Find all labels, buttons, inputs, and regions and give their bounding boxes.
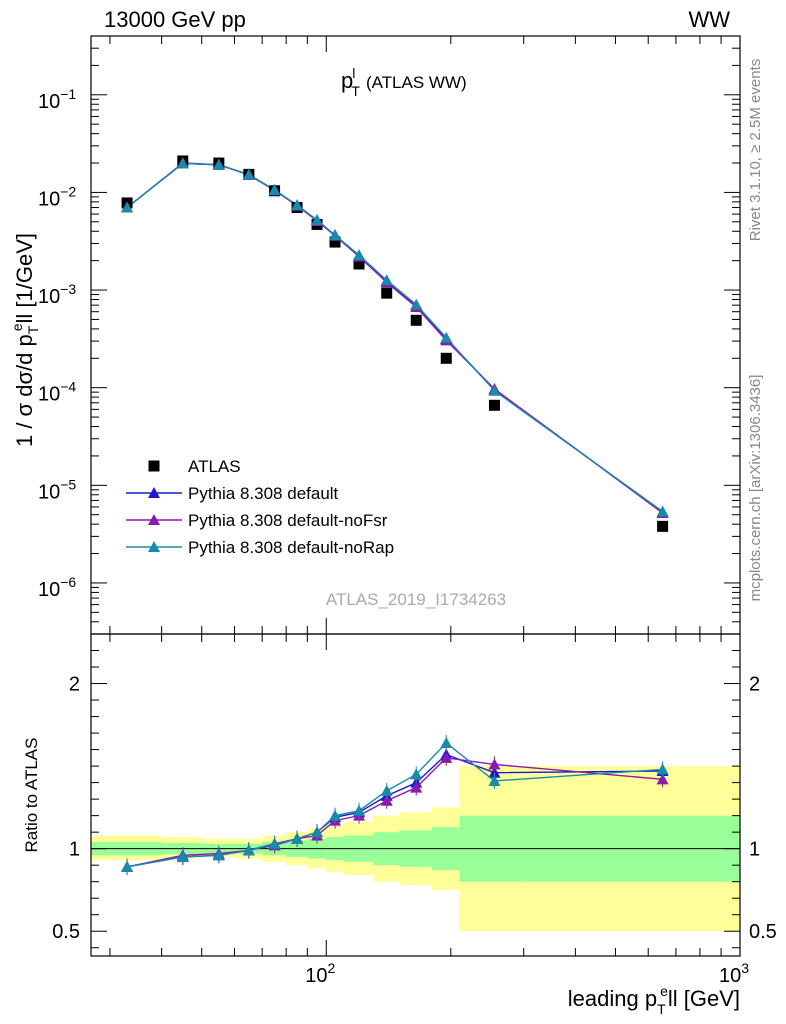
ratio-plot-data <box>121 734 669 875</box>
ratio-series-2-point-6 <box>311 826 324 838</box>
series-3-point-1 <box>176 157 189 169</box>
x-tick-label-0: 102 <box>305 960 335 987</box>
series-3-point-4 <box>268 183 281 195</box>
atlas-point-8 <box>353 258 365 270</box>
x-axis-label: leading pTell [GeV] <box>568 983 740 1017</box>
atlas-point-10 <box>410 314 422 326</box>
series-3-point-0 <box>121 201 134 213</box>
legend-marker-1 <box>148 487 160 498</box>
y-axis-label: 1 / σ dσ/d pTell [1/GeV] <box>9 233 41 447</box>
atlas-point-12 <box>488 399 500 411</box>
ratio-series-1-point-13 <box>656 773 669 785</box>
ratio-series-2-point-3 <box>242 844 255 856</box>
y-tick-label-1: 10−2 <box>38 183 76 210</box>
header-left: 13000 GeV pp <box>104 7 246 32</box>
ratio-ytick-label-left-0: 0.5 <box>52 921 80 943</box>
legend-marker-0 <box>148 460 160 472</box>
ratio-line-2 <box>126 742 663 868</box>
y-tick-label-0: 10−1 <box>38 86 76 113</box>
atlas-point-9 <box>381 287 393 299</box>
y-tick-label-3: 10−4 <box>38 379 76 406</box>
series-3-point-9 <box>380 274 393 286</box>
ratio-series-2-point-10 <box>410 768 423 780</box>
series-3-point-6 <box>311 214 324 226</box>
x-tick-label-1: 103 <box>719 960 749 987</box>
header-right: WW <box>688 7 730 32</box>
series-3-point-8 <box>353 249 366 261</box>
ratio-series-1-point-10 <box>410 781 423 793</box>
legend-label-2: Pythia 8.308 default-noFsr <box>188 511 388 530</box>
atlas-point-13 <box>657 520 669 532</box>
series-3-point-7 <box>329 229 342 241</box>
legend-label-3: Pythia 8.308 default-noRap <box>188 538 394 557</box>
y-tick-label-5: 10−6 <box>38 574 76 601</box>
ratio-series-2-point-9 <box>380 784 393 796</box>
ratio-ytick-label-left-1: 1 <box>69 839 80 861</box>
ratio-series-1-point-11 <box>440 751 453 763</box>
legend-marker-2 <box>148 514 160 525</box>
analysis-watermark: ATLAS_2019_I1734263 <box>326 590 506 609</box>
ratio-series-2-point-8 <box>353 804 366 816</box>
ratio-series-1-point-12 <box>488 758 501 770</box>
ratio-series-2-point-13 <box>656 763 669 775</box>
ratio-series-2-point-2 <box>212 849 225 861</box>
ratio-plot-frame <box>90 633 741 957</box>
series-3-point-5 <box>291 199 304 211</box>
ratio-series-2-point-0 <box>121 860 134 872</box>
legend-label-1: Pythia 8.308 default <box>188 484 339 503</box>
ratio-series-2-point-1 <box>176 850 189 862</box>
legend: ATLAS Pythia 8.308 default Pythia 8.308 de… <box>126 457 394 557</box>
main-plot-data <box>121 155 669 532</box>
atlas-point-7 <box>329 236 341 248</box>
y-tick-label-2: 10−3 <box>38 281 76 308</box>
ratio-series-2-point-11 <box>440 736 453 748</box>
ratio-ytick-label-left-2: 2 <box>69 674 80 696</box>
ratio-series-2-point-4 <box>268 837 281 849</box>
ratio-ytick-label-right-1: 1 <box>749 839 760 861</box>
ratio-series-2-point-5 <box>291 832 304 844</box>
ratio-series-2-point-12 <box>488 774 501 786</box>
axis-ticks: 102 103 10−1 10−2 10−3 10−4 10−5 10−6 0.5 0.5 1 1 2 2 <box>38 35 777 987</box>
series-3-point-3 <box>242 168 255 180</box>
plot-title: pl T (ATLAS WW) <box>341 65 467 99</box>
y-tick-label-4: 10−5 <box>38 476 76 503</box>
series-3-point-10 <box>410 298 423 310</box>
legend-label-0: ATLAS <box>188 457 241 476</box>
ratio-ytick-label-right-2: 2 <box>749 674 760 696</box>
series-3-point-11 <box>440 331 453 343</box>
ratio-series-1-point-9 <box>380 794 393 806</box>
ratio-ytick-label-right-0: 0.5 <box>749 921 777 943</box>
mcplots-label: mcplots.cern.ch [arXiv:1306.3436] <box>747 375 764 602</box>
atlas-point-11 <box>440 352 452 364</box>
series-3-point-13 <box>656 505 669 517</box>
series-3-point-2 <box>212 158 225 170</box>
rivet-label: Rivet 3.1.10, ≥ 2.5M events <box>747 59 764 242</box>
ratio-series-2-point-7 <box>329 809 342 821</box>
legend-marker-3 <box>148 541 160 552</box>
ratio-y-axis-label: Ratio to ATLAS <box>22 738 41 853</box>
series-3-point-12 <box>488 384 501 396</box>
